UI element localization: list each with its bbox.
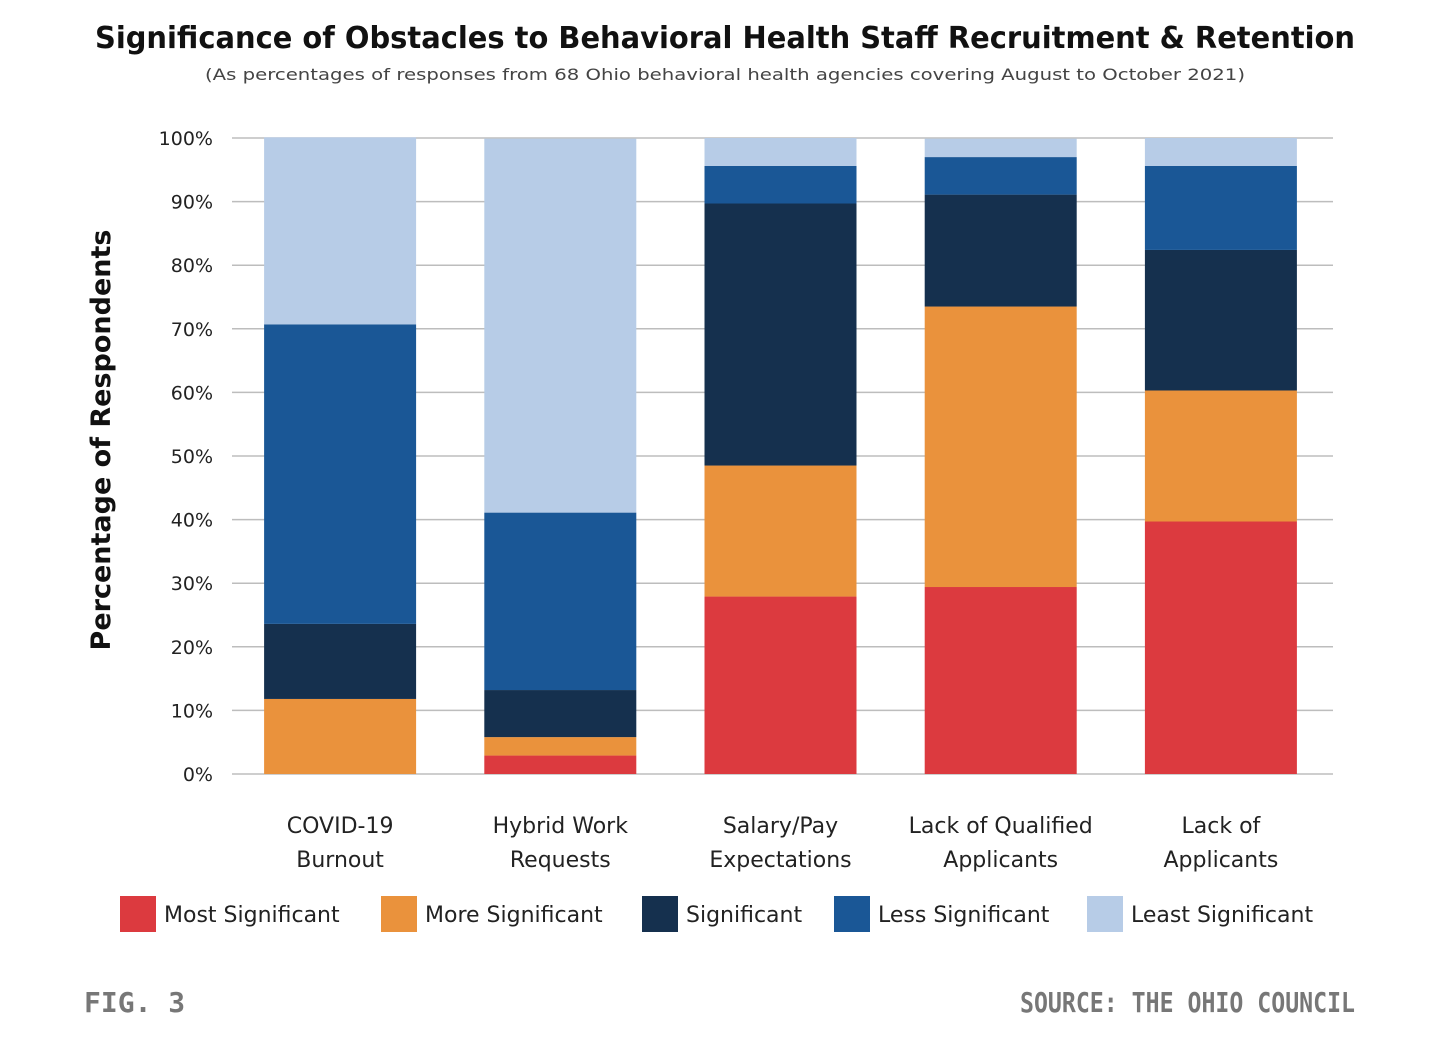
y-tick-label: 100% [159,128,213,150]
bars [264,137,1297,774]
y-tick-label: 60% [171,382,213,404]
x-category-label: Applicants [943,848,1058,873]
legend-item: Least Significant [1087,896,1313,932]
bar-segment-more-significant [264,698,417,774]
bar-segment-least-significant [264,137,417,325]
bar-segment-most-significant [484,755,637,774]
x-category-label: Salary/Pay [723,814,838,839]
bar-segment-more-significant [704,465,857,597]
bar-segment-most-significant [1144,521,1297,774]
bar-segment-significant [924,194,1077,307]
legend-label: Less Significant [878,903,1050,928]
bar-segment-least-significant [1144,138,1297,166]
bar-segment-least-significant [484,138,637,513]
figure-label: FIG. 3 [84,986,185,1019]
y-tick-label: 20% [171,637,213,659]
x-category-label: Hybrid Work [493,814,629,839]
x-category-label: COVID-19 [287,814,394,839]
legend-label: Least Significant [1131,903,1313,928]
bar-segment-less-significant [924,157,1077,195]
x-category-label: Lack of [1182,814,1262,839]
legend-item: Less Significant [834,896,1050,932]
bar-segment-less-significant [264,324,417,624]
bar-segment-least-significant [704,138,857,166]
x-category-label: Expectations [709,848,851,873]
bar-segment-significant [264,623,417,699]
y-tick-label: 80% [171,255,213,277]
legend-item: More Significant [381,896,603,932]
x-category-label: Burnout [296,848,384,873]
legend-swatch [1087,896,1123,932]
y-tick-label: 70% [171,319,213,341]
legend-item: Significant [642,896,802,932]
legend-label: Most Significant [164,903,340,928]
y-tick-label: 10% [171,700,213,722]
bar-segment-significant [704,203,857,466]
bar-segment-significant [1144,249,1297,391]
bar-segment-less-significant [484,512,637,691]
bar-segment-less-significant [1144,165,1297,250]
legend: Most Significant More Significant Signific… [120,896,1313,932]
y-axis-title: Percentage of Respondents [86,230,117,651]
y-axis-ticks: 0% 10% 20% 30% 40% 50% 60% 70% 80% 90% 100% [159,128,213,786]
chart-subtitle: (As percentages of responses from 68 Ohi… [205,65,1245,84]
bar-segment-significant [484,690,637,738]
bar-segment-most-significant [704,596,857,774]
y-tick-label: 0% [183,764,213,786]
legend-swatch [120,896,156,932]
legend-item: Most Significant [120,896,340,932]
legend-label: Significant [686,903,802,928]
bar-segment-more-significant [1144,390,1297,522]
y-tick-label: 40% [171,510,213,532]
x-category-label: Requests [510,848,611,873]
chart-title: Significance of Obstacles to Behavioral … [95,21,1355,56]
bar-segment-most-significant [924,587,1077,774]
x-category-label: Applicants [1163,848,1278,873]
y-tick-label: 30% [171,573,213,595]
x-category-label: Lack of Qualified [909,814,1093,839]
bar-segment-more-significant [924,306,1077,588]
bar-segment-least-significant [924,138,1077,158]
legend-swatch [834,896,870,932]
bar-segment-less-significant [704,165,857,204]
y-tick-label: 90% [171,192,213,214]
legend-swatch [381,896,417,932]
bar-segment-more-significant [484,737,637,756]
y-tick-label: 50% [171,446,213,468]
source-label: SOURCE: THE OHIO COUNCIL [1020,986,1355,1019]
x-axis-categories: COVID-19 Burnout Hybrid Work Requests Salary… [287,814,1279,873]
legend-swatch [642,896,678,932]
legend-label: More Significant [425,903,603,928]
